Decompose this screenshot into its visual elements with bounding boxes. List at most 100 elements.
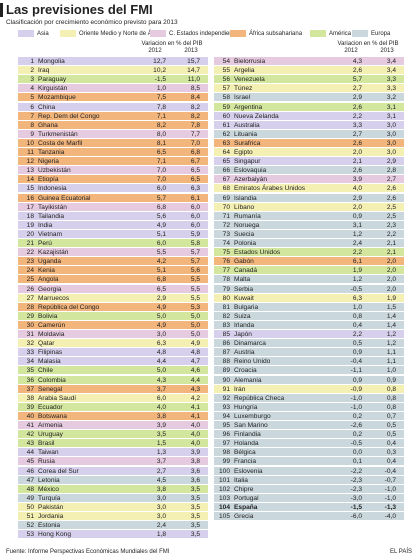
value-2013: 6,0 xyxy=(190,212,200,220)
rank: 6 xyxy=(30,103,34,111)
value-2012: -1,0 xyxy=(350,394,362,402)
table-row: 85 Japón 2,2 1,2 xyxy=(214,330,404,340)
rank: 93 xyxy=(222,403,230,411)
country: Argentina xyxy=(234,103,263,111)
value-2013: 0,8 xyxy=(386,394,396,402)
legend-swatch xyxy=(150,30,166,37)
rank: 83 xyxy=(222,321,230,329)
country: Japón xyxy=(234,331,252,338)
value-2013: 6,1 xyxy=(190,194,200,202)
column-year: 2012 xyxy=(344,48,358,54)
country: Angola xyxy=(38,276,59,284)
value-2013: 4,1 xyxy=(190,403,200,411)
value-2012: 4,5 xyxy=(156,476,166,484)
value-2012: 8,2 xyxy=(156,121,166,129)
value-2013: 4,3 xyxy=(190,385,200,393)
table-row: 58 Israel 2,9 3,2 xyxy=(214,93,404,103)
rank: 8 xyxy=(30,121,34,129)
rank: 35 xyxy=(26,367,34,375)
rank: 36 xyxy=(26,376,34,384)
table-row: 83 Irlanda 0,4 1,4 xyxy=(214,320,404,330)
country: Taiwan xyxy=(38,449,59,457)
rank: 52 xyxy=(26,522,34,530)
table-row: 2 Iraq 10,2 14,7 xyxy=(18,66,208,76)
value-2013: 5,0 xyxy=(190,331,200,338)
table-row: 45 Rusia 3,7 3,8 xyxy=(18,457,208,467)
country: Armenia xyxy=(38,422,63,429)
country: Brasil xyxy=(38,440,55,448)
country: Paraguay xyxy=(38,76,67,84)
value-2012: 6,3 xyxy=(352,294,362,302)
rank: 20 xyxy=(26,230,34,238)
value-2012: 3,9 xyxy=(156,422,166,429)
rank: 30 xyxy=(26,321,34,329)
table-row: 77 Canadá 1,9 2,0 xyxy=(214,266,404,276)
value-2012: 5,0 xyxy=(156,312,166,320)
value-2013: 4,9 xyxy=(190,340,200,348)
table-row: 67 Azerbaiyán 3,9 2,7 xyxy=(214,175,404,185)
rank: 27 xyxy=(26,294,34,302)
value-2013: 3,9 xyxy=(190,449,200,457)
rank: 60 xyxy=(222,112,230,120)
value-2012: 6,8 xyxy=(156,276,166,284)
rank: 7 xyxy=(30,112,34,120)
value-2013: 3,6 xyxy=(190,476,200,484)
rank: 55 xyxy=(222,67,230,75)
value-2013: 7,0 xyxy=(190,139,200,147)
country: Estonia xyxy=(38,522,60,530)
rank: 28 xyxy=(26,303,34,311)
country: Chipre xyxy=(234,485,254,493)
country: Hong Kong xyxy=(38,531,71,539)
value-2013: 2,5 xyxy=(386,212,396,220)
country: Uganda xyxy=(38,258,62,266)
value-2013: 2,3 xyxy=(386,221,396,229)
value-2013: 7,8 xyxy=(190,121,200,129)
country: San Marino xyxy=(234,422,268,429)
table-row: 18 Tailandia 5,6 6,0 xyxy=(18,211,208,221)
value-2013: 1,4 xyxy=(386,321,396,329)
value-2012: -1,5 xyxy=(350,503,362,511)
value-2012: 2,7 xyxy=(352,85,362,93)
rank: 86 xyxy=(222,340,230,348)
country: Uzbekistán xyxy=(38,167,71,175)
table-row: 41 Armenia 3,9 4,0 xyxy=(18,421,208,431)
column-year: 2012 xyxy=(148,48,162,54)
value-2012: 7,8 xyxy=(156,103,166,111)
rank: 70 xyxy=(222,203,230,211)
rank: 45 xyxy=(26,458,34,466)
country: Tailandia xyxy=(38,212,65,220)
value-2013: 2,2 xyxy=(386,230,396,238)
table-row: 60 Nueva Zelanda 2,2 3,1 xyxy=(214,111,404,121)
country: Tayikistán xyxy=(38,203,67,211)
value-2012: -1,1 xyxy=(350,367,362,375)
country: Dinamarca xyxy=(234,340,266,348)
value-2012: -0,5 xyxy=(350,285,362,293)
table-row: 14 Etiopía 7,0 6,5 xyxy=(18,175,208,185)
value-2012: -2,6 xyxy=(350,422,362,429)
table-row: 48 México 3,8 3,5 xyxy=(18,484,208,494)
table-row: 54 Bielorrusia 4,3 3,4 xyxy=(214,57,404,67)
rank: 98 xyxy=(222,449,230,457)
value-2012: 2,9 xyxy=(352,194,362,202)
table-row: 27 Marruecos 2,9 5,5 xyxy=(18,293,208,303)
legend-swatch xyxy=(310,30,326,37)
value-2013: 2,9 xyxy=(386,158,396,166)
table-row: 91 Irán -0,9 0,8 xyxy=(214,384,404,394)
legend-label: África subsahariana xyxy=(249,31,303,37)
rank: 75 xyxy=(222,249,230,257)
value-2013: 4,2 xyxy=(190,394,200,402)
value-2013: 3,1 xyxy=(386,103,396,111)
country: Italia xyxy=(234,476,248,484)
country: Mozambique xyxy=(38,94,76,102)
table-row: 50 Pakistán 3,0 3,5 xyxy=(18,502,208,512)
rank: 41 xyxy=(26,422,34,429)
country: México xyxy=(38,485,59,493)
legend-swatch xyxy=(60,30,76,37)
rank: 31 xyxy=(26,331,34,338)
value-2012: 2,9 xyxy=(156,294,166,302)
value-2013: 3,5 xyxy=(190,503,200,511)
rank: 56 xyxy=(222,76,230,84)
rank: 21 xyxy=(26,240,34,247)
value-2013: 5,8 xyxy=(190,240,200,247)
value-2013: 4,6 xyxy=(190,367,200,375)
